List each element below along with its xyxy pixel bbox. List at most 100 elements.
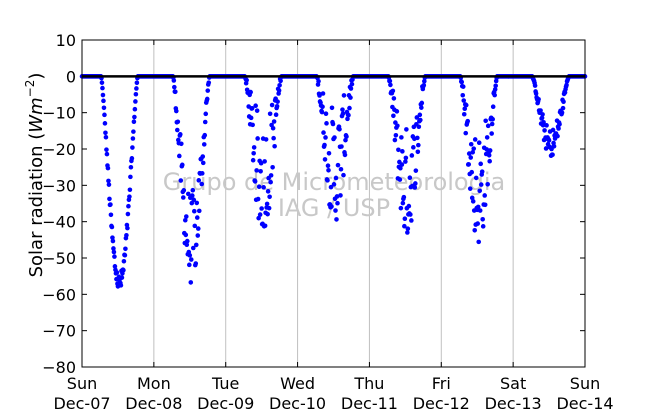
data-point: [347, 105, 352, 111]
data-point: [268, 173, 274, 178]
data-point: [466, 151, 472, 156]
data-point: [405, 226, 411, 231]
data-point: [404, 127, 409, 132]
watermark: Grupo de Micrometeorologia IAG / USP: [163, 168, 505, 222]
data-point: [191, 208, 197, 214]
x-tick-label-date: Dec-10: [269, 394, 326, 409]
data-point: [102, 112, 107, 118]
data-point: [251, 145, 257, 150]
y-tick-label: −10: [42, 104, 76, 123]
x-tick-label-day: Fri: [432, 374, 451, 393]
data-point: [130, 145, 135, 150]
data-point: [259, 206, 264, 211]
data-point: [110, 235, 115, 240]
data-point: [179, 141, 184, 147]
data-point: [249, 105, 255, 111]
data-point: [175, 119, 181, 125]
data-point: [200, 160, 206, 166]
data-point: [191, 197, 197, 203]
data-point: [262, 159, 267, 164]
data-point: [274, 103, 280, 109]
data-point: [472, 227, 478, 233]
data-point: [476, 140, 482, 146]
data-point: [459, 79, 465, 85]
data-point: [338, 193, 343, 198]
data-point: [478, 182, 484, 187]
data-point: [201, 142, 207, 147]
data-point: [256, 184, 262, 189]
data-point: [248, 115, 254, 121]
data-point: [560, 105, 566, 111]
y-tick-label: −20: [42, 140, 76, 159]
data-point: [489, 121, 495, 127]
data-point: [268, 179, 273, 185]
data-point: [111, 246, 116, 251]
data-point: [202, 119, 208, 125]
data-point: [277, 82, 282, 88]
y-tick-label: −80: [42, 358, 76, 377]
data-point: [540, 112, 545, 117]
x-tick-label-day: Sun: [570, 374, 600, 393]
data-point: [195, 226, 201, 231]
data-point: [468, 155, 474, 160]
x-tick-label-date: Dec-08: [125, 394, 182, 409]
data-point: [395, 123, 400, 129]
data-point: [415, 149, 421, 155]
data-point: [101, 98, 106, 104]
data-point: [409, 218, 414, 223]
data-point: [106, 182, 112, 187]
data-point: [489, 131, 494, 136]
data-point: [542, 128, 547, 133]
data-point: [342, 152, 348, 158]
data-point: [415, 135, 420, 141]
data-point: [334, 194, 340, 199]
data-point: [183, 214, 189, 219]
data-point: [533, 91, 539, 96]
data-point: [101, 105, 107, 111]
data-point: [485, 123, 491, 129]
data-point: [265, 189, 271, 194]
data-point: [468, 141, 474, 147]
data-point: [196, 178, 202, 183]
data-point: [325, 163, 331, 169]
data-point: [343, 137, 348, 143]
data-point: [320, 104, 325, 110]
data-point: [267, 194, 272, 200]
data-point: [480, 217, 486, 222]
data-point: [254, 168, 259, 173]
data-point: [541, 120, 546, 125]
data-point: [271, 135, 276, 141]
data-point: [270, 164, 275, 170]
data-point: [132, 106, 138, 112]
data-point: [397, 177, 403, 182]
data-point: [258, 160, 264, 166]
data-point: [492, 92, 497, 98]
data-point: [126, 203, 131, 209]
x-tick-label-day: Thu: [353, 374, 384, 393]
data-point: [121, 258, 127, 264]
data-point: [255, 136, 260, 141]
data-point: [267, 111, 273, 117]
data-point: [183, 232, 189, 238]
data-point: [399, 135, 404, 140]
x-tick-label-date: Dec-09: [197, 394, 254, 409]
data-point: [490, 104, 496, 110]
data-point: [127, 194, 132, 199]
data-point: [335, 200, 340, 206]
data-point: [414, 115, 420, 120]
data-point: [104, 147, 109, 152]
data-point: [278, 78, 283, 84]
data-point: [467, 186, 473, 191]
data-point: [409, 153, 415, 158]
data-point: [187, 253, 193, 258]
data-point: [477, 188, 483, 194]
data-point: [551, 143, 557, 149]
data-point: [199, 181, 205, 187]
data-point: [202, 132, 208, 138]
data-point: [399, 162, 405, 167]
data-point: [188, 280, 194, 285]
data-point: [270, 125, 276, 131]
data-point: [328, 184, 334, 190]
data-point: [413, 181, 418, 186]
data-point: [341, 93, 347, 98]
